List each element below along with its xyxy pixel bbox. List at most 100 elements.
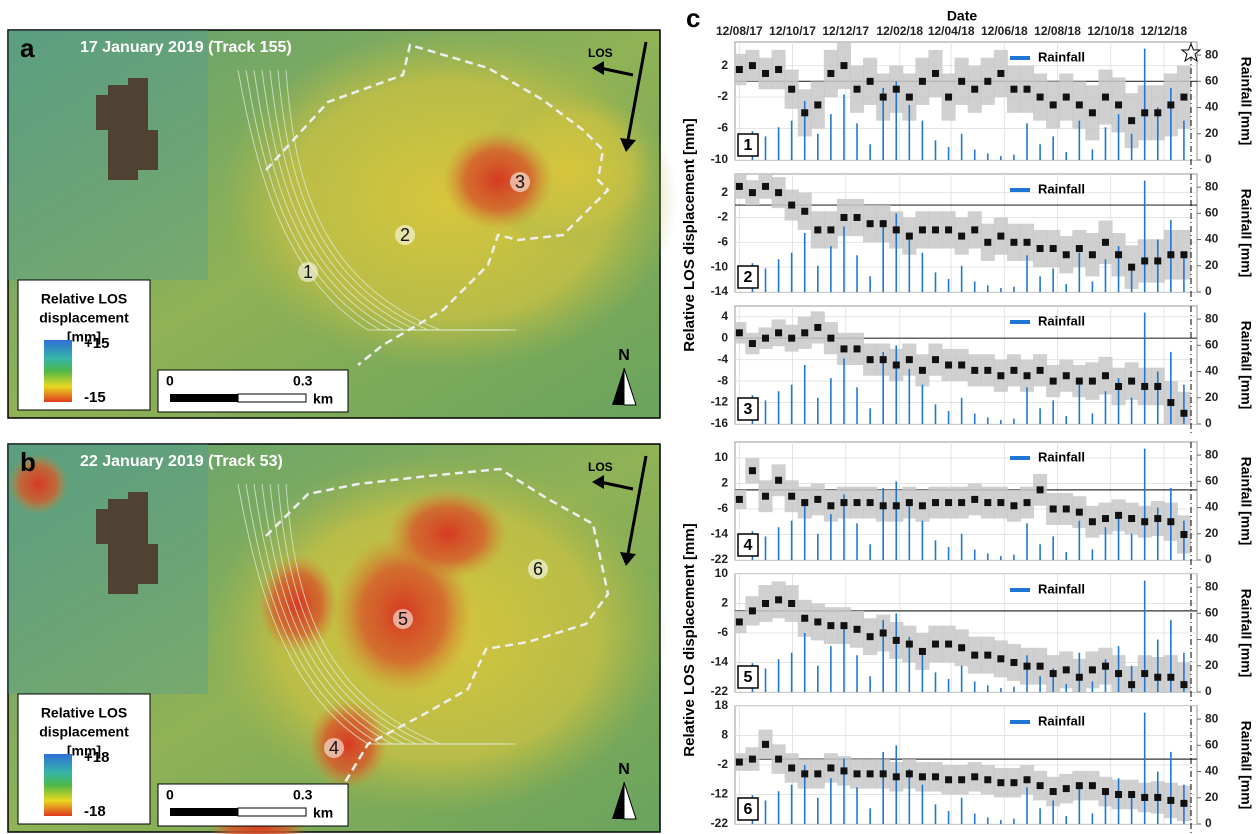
y-tick-label: -4	[717, 352, 728, 366]
data-point	[1115, 670, 1122, 677]
y-tick-label: 8	[721, 728, 728, 742]
y-tick-label: -16	[711, 416, 729, 430]
data-point	[958, 362, 965, 369]
data-point	[867, 78, 874, 85]
data-point	[984, 239, 991, 246]
data-point	[945, 499, 952, 506]
data-point	[736, 759, 743, 766]
data-point	[997, 499, 1004, 506]
y-tick-label: -10	[711, 152, 729, 166]
data-point	[1154, 794, 1161, 801]
y2-tick-label: 40	[1205, 100, 1219, 114]
data-point	[736, 329, 743, 336]
y-tick-label: -10	[711, 259, 729, 273]
data-point	[1063, 372, 1070, 379]
data-point	[749, 756, 756, 763]
y2-tick-label: 0	[1205, 816, 1212, 830]
data-point	[971, 226, 978, 233]
data-point	[1024, 776, 1031, 783]
data-point	[1076, 378, 1083, 385]
y-tick-label: 18	[715, 698, 729, 712]
colorbar-label: -15	[84, 389, 106, 406]
data-point	[854, 214, 861, 221]
data-point	[997, 372, 1004, 379]
y2-tick-label: 80	[1205, 47, 1219, 61]
y-tick-label: -2	[717, 210, 728, 224]
data-point	[1154, 383, 1161, 390]
data-point	[1141, 670, 1148, 677]
data-point	[1128, 515, 1135, 522]
data-point	[880, 220, 887, 227]
data-point	[1024, 372, 1031, 379]
x-axis-title: Date	[947, 8, 978, 24]
data-point	[1010, 367, 1017, 374]
data-point	[1050, 101, 1057, 108]
data-point	[788, 600, 795, 607]
scale-bar	[238, 394, 306, 402]
data-point	[801, 615, 808, 622]
y-tick-label: 2	[721, 58, 728, 72]
data-point	[827, 764, 834, 771]
y2-tick-label: 80	[1205, 579, 1219, 593]
y2-tick-label: 0	[1205, 284, 1212, 298]
subplot-label: 4	[744, 537, 753, 554]
displacement-zone	[258, 554, 338, 654]
y2-axis-title: Rainfall [mm]	[1238, 57, 1254, 146]
y-tick-label: -12	[711, 395, 729, 409]
data-point	[762, 493, 769, 500]
x-tick-label: 12/12/17	[822, 24, 869, 38]
point-label: 5	[398, 609, 408, 629]
data-point	[1167, 251, 1174, 258]
displacement-zone	[8, 454, 68, 514]
y-tick-label: 2	[721, 596, 728, 610]
data-point	[971, 773, 978, 780]
data-point	[1141, 109, 1148, 116]
data-point	[945, 641, 952, 648]
data-point	[1063, 251, 1070, 258]
data-point	[984, 78, 991, 85]
data-point	[906, 356, 913, 363]
data-point	[749, 607, 756, 614]
data-point	[1115, 383, 1122, 390]
data-point	[1115, 101, 1122, 108]
data-point	[814, 496, 821, 503]
data-point	[1141, 257, 1148, 264]
data-point	[736, 183, 743, 190]
data-point	[867, 770, 874, 777]
data-point	[945, 94, 952, 101]
data-point	[893, 637, 900, 644]
data-point	[945, 226, 952, 233]
data-point	[1010, 86, 1017, 93]
data-point	[1102, 94, 1109, 101]
data-point	[919, 773, 926, 780]
data-point	[840, 767, 847, 774]
data-point	[893, 502, 900, 509]
data-point	[827, 226, 834, 233]
data-point	[893, 362, 900, 369]
data-point	[1037, 486, 1044, 493]
data-point	[762, 70, 769, 77]
data-point	[1050, 670, 1057, 677]
legend-label: Rainfall	[1038, 313, 1085, 328]
data-point	[971, 86, 978, 93]
data-point	[749, 467, 756, 474]
scale-label: 0	[166, 787, 174, 803]
y-tick-label: -2	[717, 89, 728, 103]
x-tick-label: 12/08/17	[716, 24, 763, 38]
data-point	[945, 362, 952, 369]
colorbar-label: +18	[84, 749, 109, 766]
data-point	[1076, 782, 1083, 789]
y-tick-label: -22	[711, 816, 729, 830]
y2-tick-label: 60	[1205, 474, 1219, 488]
data-point	[801, 208, 808, 215]
y2-axis-title: Rainfall [mm]	[1238, 457, 1254, 546]
data-point	[880, 770, 887, 777]
scale-bar	[170, 394, 238, 402]
y2-tick-label: 60	[1205, 738, 1219, 752]
data-point	[1089, 378, 1096, 385]
data-point	[1010, 502, 1017, 509]
data-point	[906, 770, 913, 777]
data-point	[1089, 666, 1096, 673]
legend-label: Rainfall	[1038, 449, 1085, 464]
scale-label: km	[313, 391, 333, 407]
